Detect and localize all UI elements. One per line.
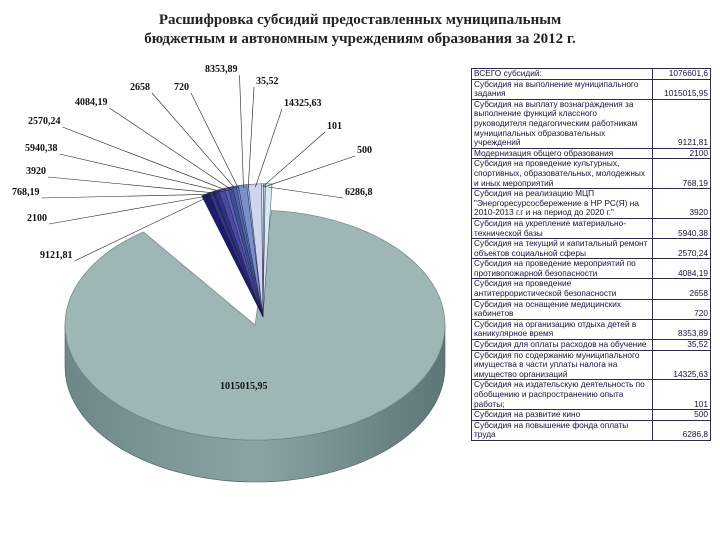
table-row: Субсидия на оснащение медицинских кабине… [471, 298, 712, 320]
leader-line [255, 108, 283, 188]
leader-line [109, 107, 232, 191]
subsidy-name: Модернизация общего образования [471, 147, 653, 160]
subsidy-name: Субсидия на повышение фонда оплаты труда [471, 419, 653, 441]
subsidy-value: 9121,81 [651, 98, 712, 149]
subsidy-name: Субсидия на текущий и капитальный ремонт… [471, 238, 653, 260]
leader-line [190, 92, 239, 189]
table-row: Субсидия на текущий и капитальный ремонт… [471, 238, 712, 260]
slice-data-label: 9121,81 [40, 250, 73, 261]
leader-line [239, 74, 244, 189]
subsidy-value: 35,52 [651, 339, 712, 351]
table-row: Субсидия на выполнение муниципального за… [471, 78, 712, 100]
pie-slice [262, 183, 273, 318]
slice-data-label: 101 [327, 121, 342, 132]
subsidy-table: ВСЕГО субсидий: 1076601,6 Субсидия на выпо… [471, 68, 712, 441]
slice-data-label: 8353,89 [205, 64, 238, 75]
slice-data-label: 5940,38 [25, 143, 58, 154]
table-row: Субсидия для оплаты расходов на обучение… [471, 339, 712, 351]
chart-title: Расшифровка субсидий предоставленных мун… [100, 11, 620, 49]
table-row: Субсидия на развитие кино 500 [471, 409, 712, 421]
subsidy-value: 4084,19 [651, 258, 712, 280]
subsidy-name: Субсидия на проведение культурных, спорт… [471, 158, 653, 190]
slice-data-label: 2100 [27, 213, 47, 224]
table-row: Субсидия на издательскую деятельность по… [471, 379, 712, 411]
subsidy-value: 2100 [651, 147, 712, 160]
leader-line [268, 186, 344, 199]
slice-data-label: 768,19 [12, 187, 40, 198]
subsidy-name: Субсидия по содержанию муниципального им… [471, 349, 653, 381]
subsidy-value: 720 [651, 298, 712, 320]
slice-data-label: 720 [174, 82, 189, 93]
subsidy-name: Субсидия на организацию отдыха детей в к… [471, 318, 653, 341]
table-row: Субсидия на повышение фонда оплаты труда… [471, 419, 712, 441]
pie-chart: 9121,81 2100 768,19 3920 5940,38 2570,24 4084,… [12, 64, 446, 483]
subsidy-name: Субсидия для оплаты расходов на обучение [471, 339, 653, 351]
table-total-row: ВСЕГО субсидий: 1076601,6 [471, 68, 712, 80]
subsidy-value: 6286,8 [651, 419, 712, 441]
subsidy-name: Субсидия на проведение мероприятий по пр… [471, 258, 653, 280]
leader-line [59, 153, 224, 193]
table-row: Субсидия на реализацию МЦП "Энергоресурс… [471, 188, 712, 219]
slice-data-label: 4084,19 [75, 97, 108, 108]
leader-line [74, 196, 209, 262]
slice-data-label: 2658 [130, 82, 150, 93]
subsidy-name: Субсидия на укрепление материально-техни… [471, 217, 653, 240]
subsidy-value: 1076601,6 [651, 68, 712, 80]
slice-data-label: 3920 [26, 166, 46, 177]
subsidy-name: Субсидия на реализацию МЦП "Энергоресурс… [471, 188, 653, 219]
leader-line [264, 155, 356, 188]
subsidy-value: 101 [651, 379, 712, 411]
subsidy-name: ВСЕГО субсидий: [471, 68, 653, 80]
subsidy-value: 768,19 [651, 158, 712, 190]
slice-data-label: 35,52 [256, 76, 279, 87]
slice-data-label: 6286,8 [345, 187, 373, 198]
leader-line [151, 92, 237, 190]
subsidy-name: Субсидия на выплату вознаграждения за вы… [471, 98, 653, 149]
slice-data-label: 500 [357, 145, 372, 156]
chart-title-line-1: Расшифровка субсидий предоставленных мун… [158, 12, 562, 28]
leader-line [62, 126, 229, 192]
table-row: Субсидия на организацию отдыха детей в к… [471, 318, 712, 341]
slice-data-label: 1015015,95 [220, 381, 268, 392]
subsidy-value: 5940,38 [651, 217, 712, 240]
table-row: Субсидия по содержанию муниципального им… [471, 349, 712, 381]
chart-title-line-2: бюджетным и автономным учреждениям образ… [144, 31, 576, 47]
subsidy-value: 2570,24 [651, 238, 712, 260]
table-row: Модернизация общего образования 2100 [471, 147, 712, 160]
leader-line [247, 86, 255, 188]
table-row: Субсидия на проведение мероприятий по пр… [471, 258, 712, 280]
subsidy-name: Субсидия на выполнение муниципального за… [471, 78, 653, 100]
table-row: Субсидия на проведение антитеррористичес… [471, 278, 712, 300]
table-row: Субсидия на выплату вознаграждения за вы… [471, 98, 712, 149]
leader-line [262, 131, 326, 188]
pie-slice [64, 210, 446, 441]
subsidy-value: 8353,89 [651, 318, 712, 341]
subsidy-value: 500 [651, 409, 712, 421]
subsidy-name: Субсидия на издательскую деятельность по… [471, 379, 653, 411]
table-row: Субсидия на проведение культурных, спорт… [471, 158, 712, 190]
leader-line [47, 176, 219, 194]
slice-data-label: 14325,63 [284, 98, 322, 109]
leader-line [41, 193, 216, 199]
subsidy-name: Субсидия на развитие кино [471, 409, 653, 421]
subsidy-value: 2658 [651, 278, 712, 300]
subsidy-name: Субсидия на оснащение медицинских кабине… [471, 298, 653, 320]
subsidy-value: 14325,63 [651, 349, 712, 381]
table-row: Субсидия на укрепление материально-техни… [471, 217, 712, 240]
subsidy-value: 3920 [651, 188, 712, 219]
subsidy-name: Субсидия на проведение антитеррористичес… [471, 278, 653, 300]
slice-data-label: 2570,24 [28, 116, 61, 127]
subsidy-value: 1015015,95 [651, 78, 712, 100]
leader-line [48, 194, 214, 225]
